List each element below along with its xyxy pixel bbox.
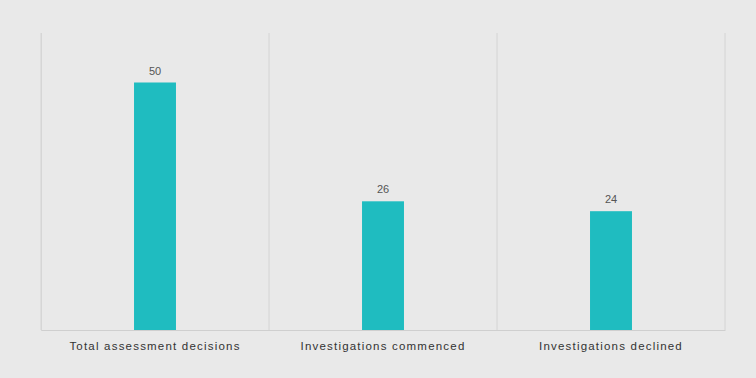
x-tick-label: Investigations commenced — [301, 340, 466, 352]
x-axis: Total assessment decisions Investigations… — [42, 330, 726, 352]
x-tick: Total assessment decisions — [69, 330, 240, 352]
data-label: 50 — [149, 65, 161, 77]
data-label: 26 — [377, 183, 389, 195]
grid — [41, 33, 725, 330]
bar — [590, 211, 632, 330]
x-tick: Investigations commenced — [301, 330, 466, 352]
bar — [134, 83, 176, 331]
x-axis-line — [42, 330, 726, 331]
background — [0, 0, 756, 378]
chart: Total assessment decisions Investigations… — [0, 0, 756, 378]
y-axis-line — [41, 34, 42, 331]
grid-line — [497, 33, 498, 330]
grid-line — [41, 33, 42, 330]
x-tick-label: Investigations declined — [539, 340, 683, 352]
data-label: 24 — [605, 193, 617, 205]
grid-line — [269, 33, 270, 330]
data-labels: 50 26 24 — [149, 65, 617, 206]
grid-line — [725, 33, 726, 330]
y-axis — [41, 34, 42, 331]
bars — [134, 83, 632, 331]
x-tick: Investigations declined — [539, 330, 683, 352]
x-tick-label: Total assessment decisions — [69, 340, 240, 352]
bar — [362, 201, 404, 330]
